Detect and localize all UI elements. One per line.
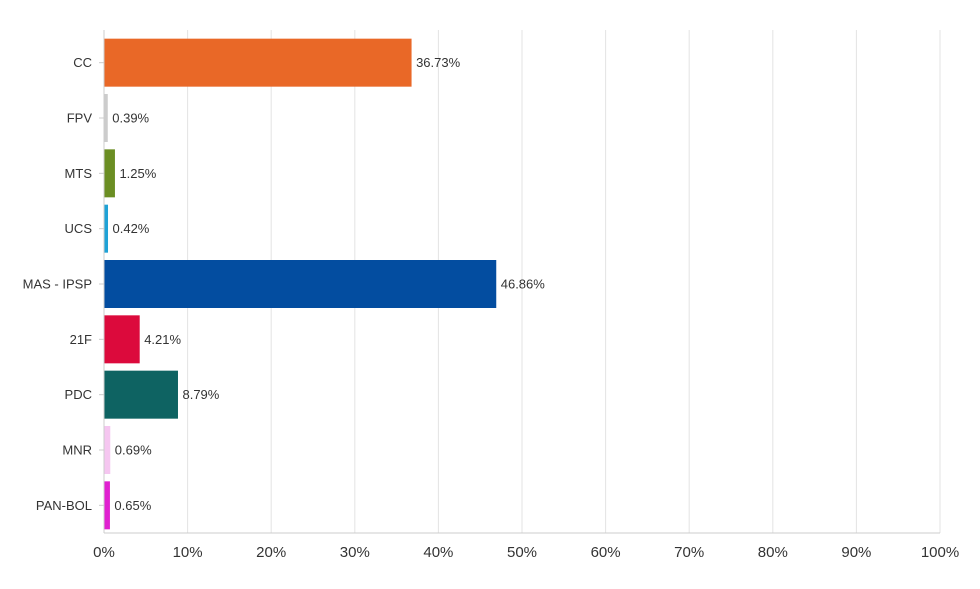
x-tick-label: 90% — [841, 544, 871, 561]
value-label: 8.79% — [182, 387, 219, 402]
category-label: MNR — [62, 443, 92, 458]
bar-ucs — [104, 204, 109, 253]
bar-cc — [104, 38, 412, 87]
category-label: MTS — [65, 166, 93, 181]
bar-mts — [104, 149, 115, 198]
bar-mnr — [104, 426, 111, 474]
x-tick-label: 0% — [93, 544, 115, 561]
x-tick-label: 60% — [591, 544, 621, 561]
bar-pdc — [104, 370, 178, 419]
category-label: FPV — [67, 111, 93, 126]
category-label: MAS - IPSP — [23, 277, 92, 292]
category-label: 21F — [70, 332, 92, 347]
value-label: 1.25% — [119, 166, 156, 181]
x-tick-label: 100% — [921, 544, 959, 561]
category-label: UCS — [65, 221, 93, 236]
value-label: 4.21% — [144, 332, 181, 347]
value-label: 0.69% — [115, 443, 152, 458]
category-label: CC — [73, 55, 92, 70]
x-tick-label: 40% — [423, 544, 453, 561]
category-label: PDC — [65, 387, 92, 402]
bar-pan-bol — [104, 481, 110, 530]
x-tick-label: 70% — [674, 544, 704, 561]
value-label: 0.65% — [114, 498, 151, 513]
x-tick-label: 50% — [507, 544, 537, 561]
x-tick-label: 80% — [758, 544, 788, 561]
value-label: 46.86% — [501, 277, 546, 292]
x-tick-label: 30% — [340, 544, 370, 561]
bars — [104, 38, 497, 530]
bar-21f — [104, 315, 140, 364]
gridlines — [187, 30, 941, 533]
x-tick-label: 20% — [256, 544, 286, 561]
bar-fpv — [104, 94, 108, 142]
value-label: 0.42% — [113, 221, 150, 236]
axes — [99, 30, 940, 534]
value-label: 0.39% — [112, 111, 149, 126]
bar-mas-ipsp — [104, 260, 497, 308]
x-tick-label: 10% — [173, 544, 203, 561]
labels: 0% 10% 20% 30% 40% 50% 60% 70% 80% 90% 100% CC 36.73… — [23, 55, 960, 561]
value-label: 36.73% — [416, 55, 461, 70]
category-label: PAN-BOL — [36, 498, 92, 513]
